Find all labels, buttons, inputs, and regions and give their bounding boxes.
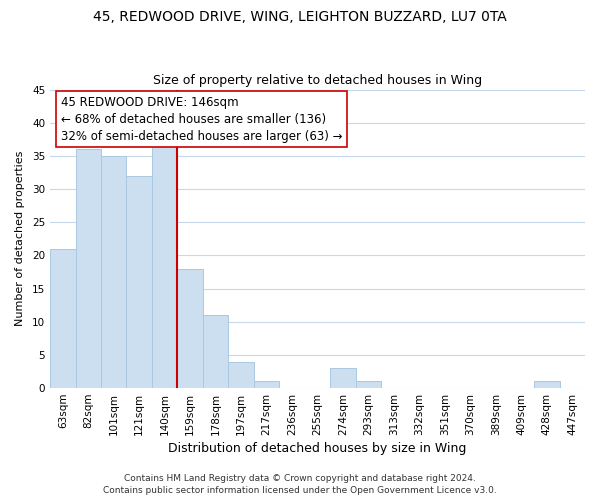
Bar	[101, 156, 127, 388]
X-axis label: Distribution of detached houses by size in Wing: Distribution of detached houses by size …	[169, 442, 467, 455]
Bar	[76, 150, 101, 388]
Bar	[229, 362, 254, 388]
Bar	[203, 315, 229, 388]
Bar	[178, 268, 203, 388]
Bar	[330, 368, 356, 388]
Text: 45, REDWOOD DRIVE, WING, LEIGHTON BUZZARD, LU7 0TA: 45, REDWOOD DRIVE, WING, LEIGHTON BUZZAR…	[93, 10, 507, 24]
Bar	[534, 382, 560, 388]
Bar	[127, 176, 152, 388]
Title: Size of property relative to detached houses in Wing: Size of property relative to detached ho…	[153, 74, 482, 87]
Text: Contains HM Land Registry data © Crown copyright and database right 2024.
Contai: Contains HM Land Registry data © Crown c…	[103, 474, 497, 495]
Bar	[356, 382, 381, 388]
Bar	[254, 382, 280, 388]
Text: 45 REDWOOD DRIVE: 146sqm
← 68% of detached houses are smaller (136)
32% of semi-: 45 REDWOOD DRIVE: 146sqm ← 68% of detach…	[61, 96, 342, 142]
Bar	[50, 249, 76, 388]
Bar	[152, 142, 178, 388]
Y-axis label: Number of detached properties: Number of detached properties	[15, 151, 25, 326]
